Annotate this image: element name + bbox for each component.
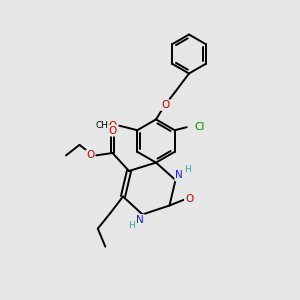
Text: N: N bbox=[136, 215, 144, 225]
Text: O: O bbox=[108, 125, 117, 136]
Text: H: H bbox=[184, 165, 191, 174]
Text: O: O bbox=[185, 194, 193, 205]
Text: Cl: Cl bbox=[194, 122, 205, 132]
Text: O: O bbox=[86, 150, 94, 161]
Text: H: H bbox=[128, 221, 134, 230]
Text: N: N bbox=[175, 170, 183, 181]
Text: CH₃: CH₃ bbox=[96, 121, 112, 130]
Text: O: O bbox=[161, 100, 169, 110]
Text: O: O bbox=[108, 121, 116, 131]
